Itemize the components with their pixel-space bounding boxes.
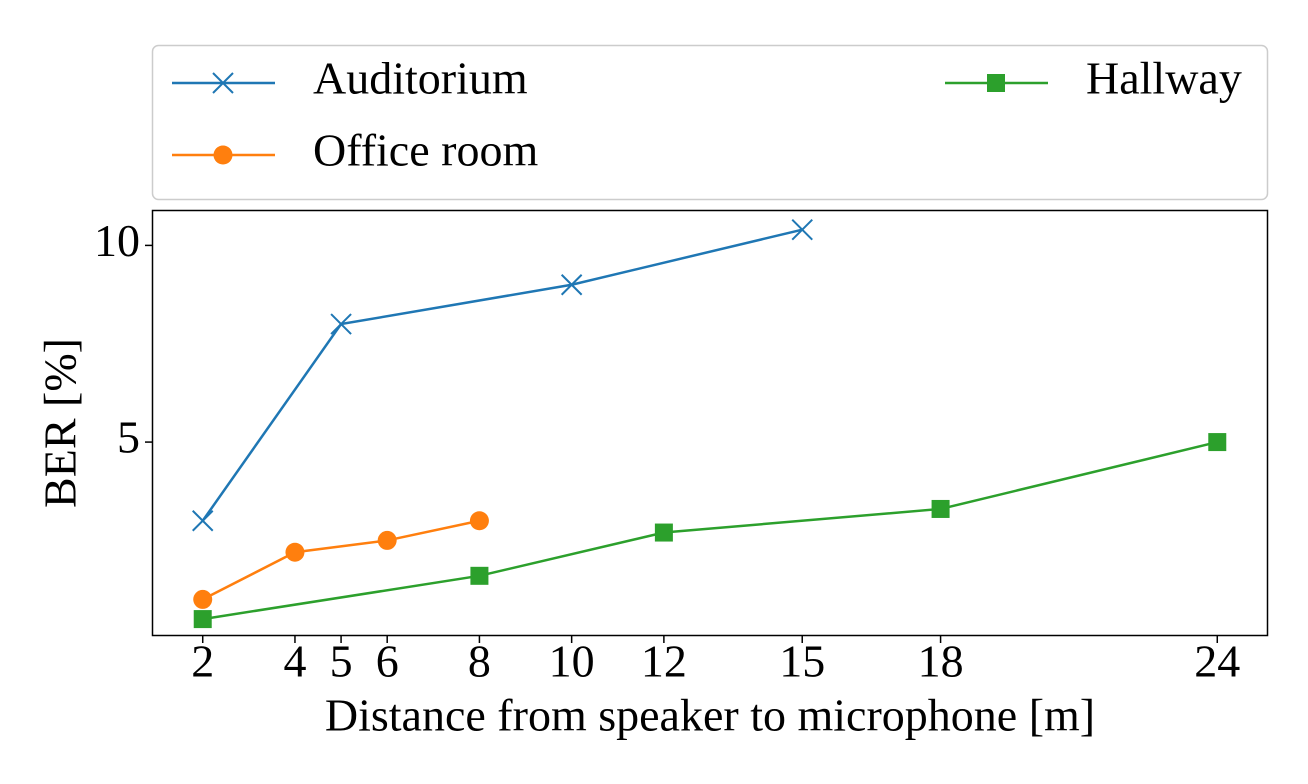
marker: [987, 74, 1005, 92]
x-tick-label: 6: [376, 636, 399, 687]
x-tick-label: 24: [1194, 636, 1240, 687]
x-tick-label: 5: [330, 636, 353, 687]
plot-frame: [151, 209, 1269, 637]
marker: [469, 511, 489, 531]
x-tick-label: 18: [918, 636, 964, 687]
marker: [560, 274, 583, 296]
x-tick-label: 8: [468, 636, 491, 687]
x-tick-label: 15: [779, 636, 825, 687]
marker: [193, 589, 213, 609]
marker: [213, 145, 233, 165]
y-tick-label: 10: [94, 215, 140, 266]
marker: [654, 523, 673, 542]
x-tick-label: 10: [549, 636, 595, 687]
marker: [931, 499, 950, 518]
legend-label: Office room: [313, 125, 538, 176]
marker: [791, 218, 813, 241]
legend-label: Auditorium: [313, 53, 528, 104]
series-line: [202, 519, 480, 601]
x-tick-label: 2: [191, 636, 214, 687]
marker: [377, 530, 397, 550]
y-tick-label: 5: [117, 412, 140, 463]
marker: [193, 610, 212, 629]
marker: [192, 510, 214, 532]
marker: [1208, 433, 1227, 452]
x-tick-label: 4: [283, 636, 306, 687]
marker: [212, 72, 234, 94]
series-line: [201, 228, 803, 522]
marker: [330, 313, 352, 335]
marker: [285, 542, 305, 562]
marker: [470, 566, 489, 585]
y-axis-label: BER [%]: [35, 338, 86, 508]
legend-label: Hallway: [1086, 53, 1242, 104]
x-tick-label: 12: [641, 636, 687, 687]
x-axis-label: Distance from speaker to microphone [m]: [325, 690, 1095, 741]
series-line: [202, 440, 1218, 621]
